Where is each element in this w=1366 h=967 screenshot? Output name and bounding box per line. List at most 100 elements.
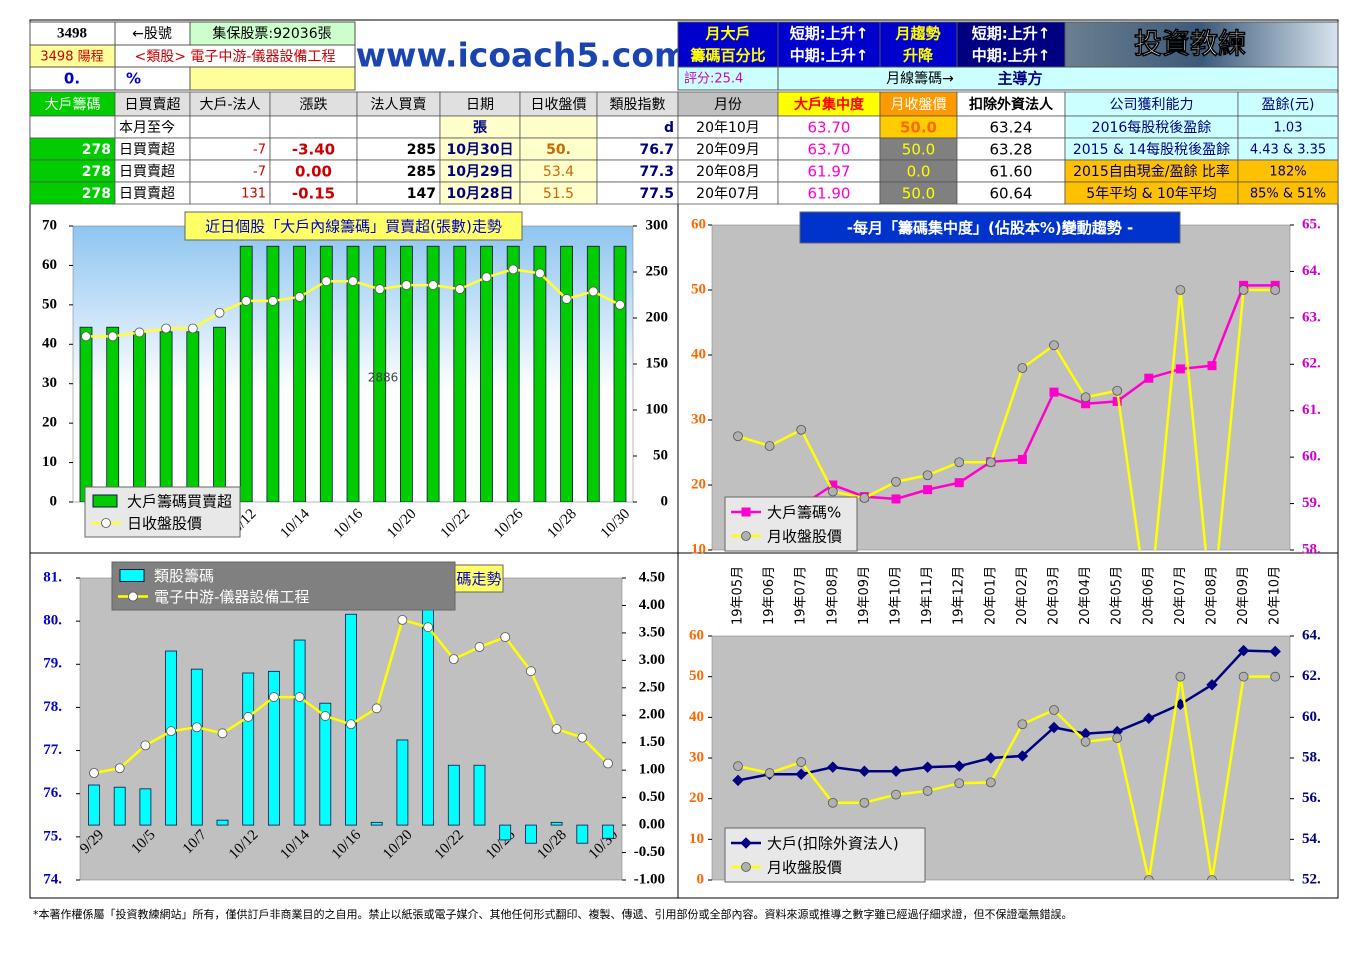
marker <box>921 761 934 773</box>
table-text: 50.0 <box>902 185 935 203</box>
y-tick-label: 81. <box>43 569 62 585</box>
legend-swatch <box>119 569 145 582</box>
table-text: 大戶籌碼 <box>45 97 101 113</box>
marker <box>243 712 254 722</box>
bar <box>613 245 627 502</box>
table-cell <box>356 115 441 139</box>
y2-tick-label: 62. <box>1302 668 1321 684</box>
y-tick-label: 10 <box>691 541 706 557</box>
y-tick-label: 60 <box>691 216 706 232</box>
bar <box>79 326 93 502</box>
marker <box>1270 671 1281 682</box>
y2-tick-label: 64. <box>1302 627 1321 643</box>
marker <box>733 431 743 442</box>
m2: 籌碼百分比 <box>690 47 765 65</box>
table-cell <box>677 91 779 117</box>
marker <box>1144 373 1154 383</box>
table-text: -7 <box>253 143 266 158</box>
table-text: 278 <box>82 142 111 158</box>
pct-value: 0. <box>64 70 80 88</box>
s1: 短期:上升↑ <box>790 25 869 43</box>
y2-tick-label: 4.50 <box>639 569 665 585</box>
x-tick-label: 19年08月 <box>825 566 840 625</box>
legend-label: 日收盤股價 <box>127 515 202 533</box>
marker <box>1080 736 1091 747</box>
score: 評分:25.4 <box>684 72 743 87</box>
table-text: 日收盤價 <box>531 96 587 113</box>
marker <box>922 786 933 796</box>
bar <box>242 672 255 826</box>
marker <box>1017 719 1028 730</box>
table-text: 0.00 <box>295 163 332 181</box>
marker <box>588 286 599 297</box>
bar <box>132 331 146 502</box>
table-text: 182% <box>1269 165 1306 180</box>
marker <box>474 642 485 652</box>
marker <box>348 276 358 287</box>
marker <box>1175 671 1186 682</box>
y-tick-label: 30 <box>691 411 706 427</box>
table-cell <box>356 91 441 117</box>
table-text: 1.03 <box>1274 121 1303 136</box>
y-tick-label: 0 <box>697 871 705 887</box>
table-cell <box>439 91 521 117</box>
table-text: 20年09月 <box>696 142 760 158</box>
marker <box>526 666 536 677</box>
bar <box>266 245 280 502</box>
marker <box>448 654 459 665</box>
y-tick-label: 50 <box>42 296 57 312</box>
marker <box>954 457 965 468</box>
legend <box>724 496 858 552</box>
y-tick-label: 60 <box>689 627 704 643</box>
cell <box>777 21 881 68</box>
bar <box>293 639 306 826</box>
y-tick-label: 78. <box>43 699 62 715</box>
table-text: 131 <box>241 187 266 202</box>
marker <box>1206 679 1218 691</box>
marker <box>891 494 901 504</box>
table-text: 大戶-法人 <box>199 97 260 113</box>
table-cell <box>879 91 958 117</box>
marker <box>1048 721 1060 734</box>
y2-tick-label: 50 <box>653 447 668 463</box>
x-tick-label: 19年12月 <box>952 566 967 625</box>
main-party: 主導方 <box>997 70 1042 88</box>
table-text: 63.28 <box>990 141 1033 159</box>
marker <box>89 768 99 778</box>
table-cell <box>189 115 271 139</box>
title-box <box>454 564 504 593</box>
table-text: 日買賣超 <box>125 97 181 113</box>
marker <box>733 761 743 772</box>
table-text: 日買賣超 <box>119 186 175 202</box>
y2-tick-label: 1.50 <box>639 734 665 750</box>
line <box>737 649 1276 782</box>
stock-name: 3498 陽程 <box>40 50 103 65</box>
marker <box>561 294 572 304</box>
x-tick-label: 20年08月 <box>1205 566 1220 625</box>
marker <box>1016 750 1029 762</box>
table-cell <box>777 91 881 117</box>
table-text: 日買賣超 <box>119 164 175 180</box>
marker <box>1237 644 1250 657</box>
bar <box>499 824 512 841</box>
table-text: 61.60 <box>990 163 1033 181</box>
y2-tick-label: 56. <box>1302 790 1321 806</box>
marker <box>423 622 434 633</box>
chart-title: -每月「籌碼集中度」(佔股本%)變動趨勢 - <box>847 219 1133 237</box>
y2-tick-label: 3.00 <box>639 652 665 668</box>
marker <box>615 299 625 310</box>
bar <box>186 331 200 502</box>
y2-tick-label: 0.50 <box>639 789 665 805</box>
y2-tick-label: 61. <box>1302 402 1321 418</box>
bar <box>319 702 332 826</box>
table-text: 63.70 <box>808 141 851 159</box>
line <box>737 288 1276 550</box>
marker <box>454 284 465 294</box>
bar <box>370 821 383 826</box>
bar <box>165 650 178 826</box>
table-text: d <box>664 120 674 136</box>
y-tick-label: 80. <box>43 613 62 629</box>
marker <box>1270 285 1281 295</box>
table-text: 漲跌 <box>300 97 328 113</box>
y-tick-label: 74. <box>43 871 62 887</box>
